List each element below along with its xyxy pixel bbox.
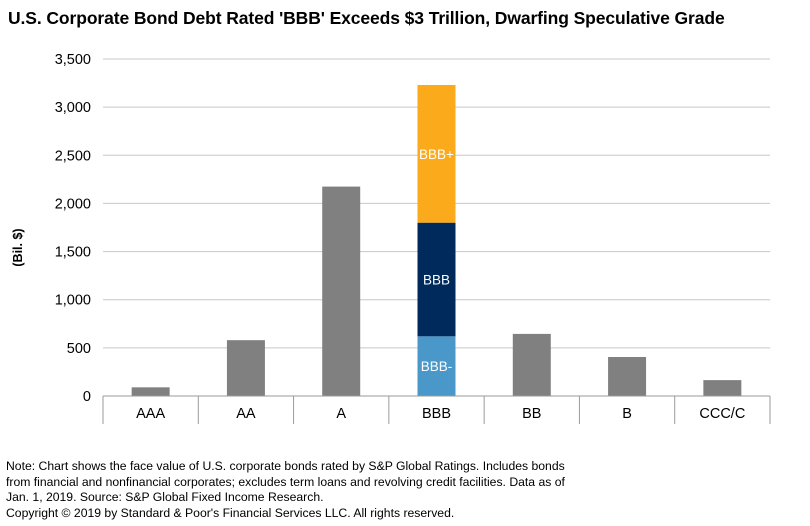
y-tick-label: 0 bbox=[83, 389, 91, 405]
y-tick-label: 1,000 bbox=[55, 293, 91, 309]
bar-aaa bbox=[131, 387, 170, 396]
y-tick-label: 1,500 bbox=[55, 245, 91, 261]
bar-segment-bbb-plus bbox=[417, 84, 456, 223]
chart-notes: Note: Chart shows the face value of U.S.… bbox=[6, 459, 646, 521]
y-tick-label: 2,500 bbox=[55, 148, 91, 164]
copyright-text: Copyright © 2019 by Standard & Poor's Fi… bbox=[6, 505, 455, 520]
bar-aa bbox=[226, 340, 265, 396]
segment-label: BBB bbox=[423, 272, 450, 287]
note-line-3: Jan. 1, 2019. Source: S&P Global Fixed I… bbox=[6, 490, 324, 504]
bar-ccc-c bbox=[703, 380, 742, 396]
bar-b bbox=[608, 357, 647, 396]
chart-title: U.S. Corporate Bond Debt Rated 'BBB' Exc… bbox=[8, 8, 725, 28]
x-tick-label: A bbox=[336, 406, 346, 422]
bars: BBB- BBB BBB+ bbox=[131, 84, 742, 396]
y-tick-label: 500 bbox=[67, 341, 91, 357]
segment-label: BBB- bbox=[421, 359, 453, 374]
y-tick-label: 2,000 bbox=[55, 196, 91, 212]
y-tick-label: 3,500 bbox=[55, 52, 91, 68]
x-tick-label: BBB bbox=[422, 406, 451, 422]
bar-a bbox=[322, 186, 361, 396]
y-tick-label: 3,000 bbox=[55, 100, 91, 116]
segment-label: BBB+ bbox=[419, 147, 454, 162]
x-tick-label: CCC/C bbox=[699, 406, 745, 422]
x-axis: AAA AA A BBB BB B CCC/C bbox=[102, 395, 771, 424]
note-line-2: from financial and nonfinancial corporat… bbox=[6, 474, 565, 489]
x-tick-label: B bbox=[622, 406, 632, 422]
x-tick-label: AA bbox=[236, 406, 256, 422]
x-tick-label: BB bbox=[522, 406, 541, 422]
bar-segment-bbb-minus bbox=[417, 336, 456, 396]
note-line-1: Note: Chart shows the face value of U.S.… bbox=[6, 459, 565, 473]
y-axis-ticks: 0 500 1,000 1,500 2,000 2,500 3,000 3,500 bbox=[55, 52, 91, 405]
bar-segment-bbb bbox=[417, 222, 456, 337]
y-axis-label: (Bil. $) bbox=[11, 228, 25, 266]
x-tick-label: AAA bbox=[136, 406, 165, 422]
bar-bb bbox=[512, 333, 551, 396]
